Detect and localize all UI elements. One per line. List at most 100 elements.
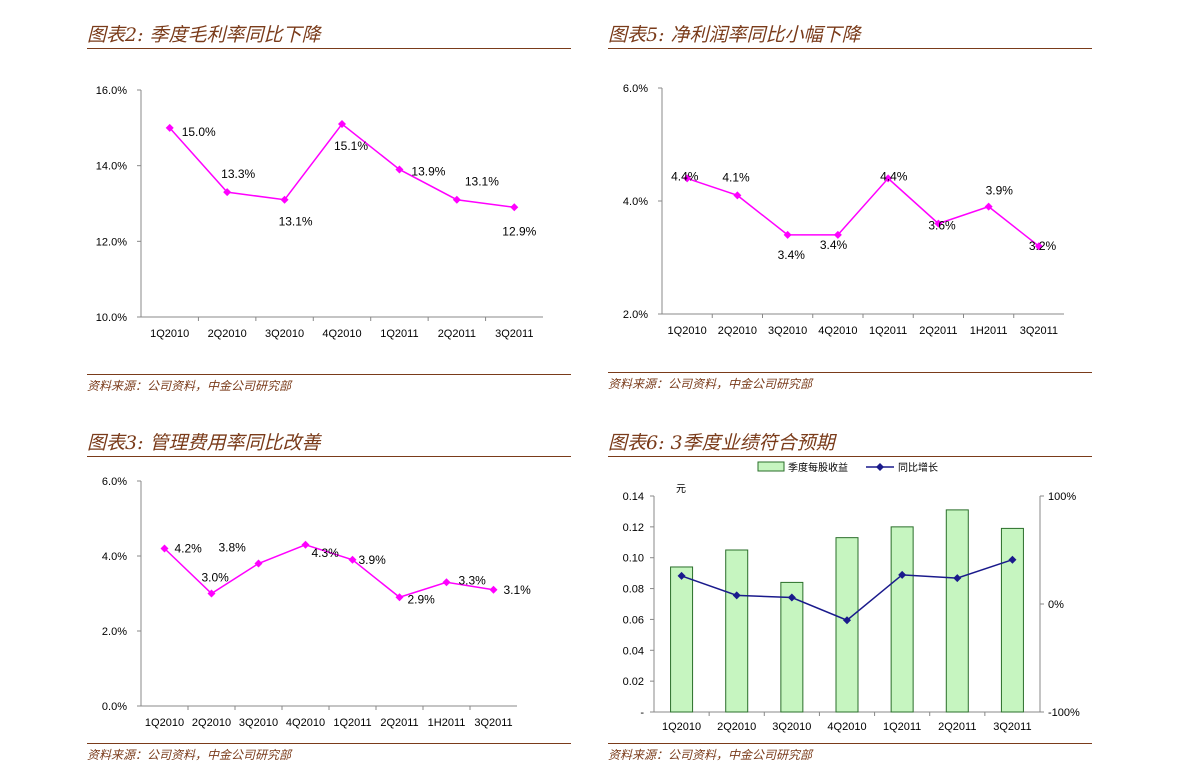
x-tick-label: 3Q2010: [265, 328, 304, 340]
data-point: [165, 123, 174, 132]
data-point: [677, 571, 686, 580]
title-rule: [87, 456, 571, 457]
data-label: 4.2%: [175, 542, 203, 556]
chart-panel-gross-margin: 图表2: 季度毛利率同比下降 10.0% 12.0% 14.0% 16.0% 1Q201…: [87, 20, 571, 400]
y-tick-label: 0.06: [623, 614, 644, 626]
y-tick-label: 0.02: [623, 676, 644, 688]
y-tick-label: -: [640, 707, 644, 719]
y-tick-label: 0.14: [623, 491, 644, 503]
series-line: [686, 177, 1040, 247]
data-label: 3.4%: [820, 238, 848, 252]
data-point: [442, 578, 451, 587]
x-tick-label: 1H2011: [970, 325, 1008, 337]
x-tick-label: 3Q2010: [772, 721, 811, 733]
bar: [945, 509, 969, 713]
data-label: 3.9%: [986, 184, 1014, 198]
data-label: 3.8%: [219, 541, 247, 555]
data-point: [452, 195, 461, 204]
chart-title: 图表3: 管理费用率同比改善: [87, 432, 321, 454]
data-point: [207, 589, 216, 598]
x-tick-label: 1Q2010: [668, 325, 707, 337]
data-point: [898, 570, 907, 579]
data-point: [783, 230, 792, 239]
x-tick-label: 1Q2010: [150, 328, 189, 340]
bar: [780, 581, 804, 713]
data-label: 4.1%: [722, 170, 750, 184]
data-point: [348, 555, 357, 564]
x-tick-label: 2Q2010: [717, 721, 756, 733]
data-label: 3.0%: [202, 571, 230, 585]
data-label: 4.3%: [312, 546, 340, 560]
data-label: 3.3%: [459, 573, 487, 587]
data-label: 4.4%: [880, 169, 908, 183]
y-tick-label: 12.0%: [96, 236, 127, 248]
chart-net-margin: 2.0% 4.0% 6.0% 1Q2010 2Q2010 3Q2010 4Q2010 1Q20…: [623, 83, 1064, 337]
x-tick-label: 2Q2011: [380, 717, 418, 729]
chart-admin-expense: 0.0% 2.0% 4.0% 6.0% 1Q2010 2Q2010 3Q2010 4Q2010…: [102, 476, 532, 729]
data-point: [953, 574, 962, 583]
y-tick-label: 0.12: [623, 522, 644, 534]
data-point: [1008, 555, 1017, 564]
data-point: [1034, 242, 1043, 251]
chart-panel-eps: 图表6: 3季度业绩符合预期 季度每股收益 同比增长元 - 0.02 0.04 0.06 0…: [608, 428, 1092, 778]
x-tick-label: 2Q2011: [438, 328, 476, 340]
data-label: 3.4%: [778, 248, 806, 262]
y2-tick-label: 0%: [1048, 599, 1064, 611]
y-tick-label: 0.0%: [102, 701, 127, 713]
source-note: 资料来源：公司资料，中金公司研究部: [608, 377, 813, 391]
bar: [835, 537, 859, 713]
source-note: 资料来源：公司资料，中金公司研究部: [87, 748, 292, 762]
y-tick-label: 2.0%: [623, 309, 648, 321]
data-point: [280, 195, 289, 204]
data-label: 13.3%: [221, 167, 255, 181]
x-tick-label: 1Q2011: [333, 717, 371, 729]
y-tick-label: 0.10: [623, 553, 644, 565]
data-point: [683, 174, 692, 183]
x-tick-label: 2Q2010: [718, 325, 757, 337]
data-point: [160, 544, 169, 553]
y-axis-title: 元: [676, 484, 686, 495]
data-point: [833, 230, 842, 239]
x-tick-label: 3Q2011: [495, 328, 533, 340]
x-tick-label: 4Q2010: [827, 721, 866, 733]
data-point: [787, 593, 796, 602]
data-label: 2.9%: [408, 592, 436, 606]
data-point: [395, 165, 404, 174]
series-line: [163, 543, 494, 599]
y-tick-label: 6.0%: [102, 476, 127, 488]
data-label: 15.1%: [334, 139, 368, 153]
data-point: [395, 593, 404, 602]
legend-label: 同比增长: [898, 461, 938, 474]
chart-title: 图表6: 3季度业绩符合预期: [608, 432, 835, 454]
chart-title: 图表5: 净利润率同比小幅下降: [608, 24, 861, 46]
data-label: 4.4%: [671, 169, 699, 183]
data-point: [733, 191, 742, 200]
data-label: 3.2%: [1029, 239, 1057, 253]
source-note: 资料来源：公司资料，中金公司研究部: [87, 379, 292, 393]
title-rule: [87, 48, 571, 49]
x-tick-label: 4Q2010: [322, 328, 361, 340]
x-tick-label: 2Q2011: [938, 721, 976, 733]
data-label: 15.0%: [182, 125, 216, 139]
source-note: 资料来源：公司资料，中金公司研究部: [608, 748, 813, 762]
x-tick-label: 4Q2010: [286, 717, 325, 729]
source-rule: [87, 743, 571, 744]
x-tick-label: 3Q2011: [993, 721, 1031, 733]
x-tick-label: 3Q2011: [1020, 325, 1058, 337]
data-point: [510, 203, 519, 212]
data-point: [843, 616, 851, 625]
data-point: [489, 585, 498, 594]
data-point: [338, 120, 346, 129]
bar: [1000, 527, 1024, 713]
source-rule: [608, 372, 1092, 373]
data-point: [884, 174, 893, 183]
x-tick-label: 2Q2010: [192, 717, 231, 729]
x-tick-label: 2Q2011: [919, 325, 957, 337]
x-tick-label: 3Q2010: [768, 325, 807, 337]
data-point: [934, 219, 943, 228]
data-label: 3.1%: [504, 583, 532, 597]
data-label: 13.1%: [465, 175, 499, 189]
y-tick-label: 2.0%: [102, 626, 127, 638]
data-point: [732, 591, 741, 600]
